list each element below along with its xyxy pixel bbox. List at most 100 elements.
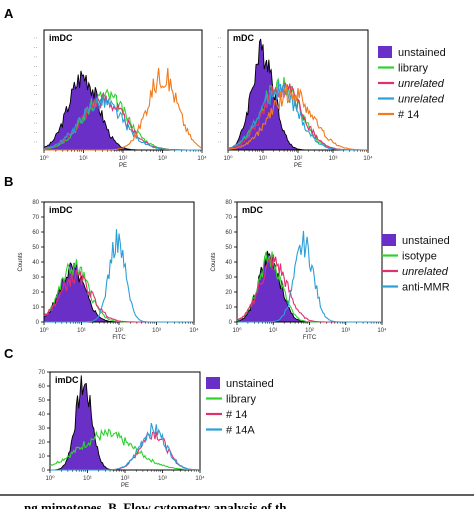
series-line--14-4 (228, 84, 368, 151)
y-tick-label: 30 (32, 275, 39, 281)
y-tick-label: 70 (32, 215, 39, 221)
legend-label: anti-MMR (402, 282, 450, 294)
y-tick-label: 10 (38, 454, 45, 460)
y-tick-label: 80 (225, 200, 232, 206)
x-tick-label: 10⁰ (223, 155, 233, 162)
y-axis-label: Counts (211, 252, 217, 271)
y-tick-label: 30 (38, 426, 45, 432)
histogram-b-imdc: 10⁰ 10¹ 10² 10³ 10⁴ FITC 0 10 20 30 40 50 60 70 80 Coun… (18, 200, 199, 341)
series-line-unrelated-3 (227, 82, 368, 151)
x-axis-label: PE (294, 163, 302, 169)
legend-c: unstained library # 14 # 14A (206, 377, 274, 437)
legend-swatch-box (382, 234, 396, 246)
x-tick-label: 10⁴ (197, 155, 207, 162)
legend-b: unstained isotype unrelated anti-MMR (382, 234, 450, 294)
x-tick-label: 10³ (329, 156, 338, 162)
series-line-library-1 (49, 428, 200, 471)
x-tick-label: 10² (119, 156, 128, 162)
y-tick-label: 10 (225, 305, 232, 311)
x-tick-label: 10³ (341, 328, 350, 334)
plot-title: mDC (233, 33, 255, 43)
series-line-unrelated-3 (43, 94, 202, 151)
y-tick-label: 50 (32, 245, 39, 251)
y-tick-label: 20 (38, 440, 45, 446)
y-tick-label: 50 (38, 398, 45, 404)
x-axis-label: FITC (112, 335, 126, 341)
legend-label: isotype (402, 251, 437, 263)
y-tick-label: 10 (32, 305, 39, 311)
legend-label: # 14 (398, 109, 419, 121)
legend-label: unrelated (398, 78, 445, 90)
x-tick-label: 10¹ (259, 156, 268, 162)
x-tick-label: 10¹ (269, 328, 278, 334)
series-area-unstained (50, 375, 200, 471)
legend-label: unstained (226, 378, 274, 390)
histogram-a-imdc: 10⁰ 10¹ 10² 10³ 10⁴ PE imDC (34, 29, 207, 169)
series-line-anti-mmr-3 (44, 229, 194, 323)
series-line--14-4 (44, 67, 203, 151)
panel-label-c: C (4, 346, 14, 361)
x-tick-label: 10¹ (83, 476, 92, 482)
x-tick-label: 10² (115, 328, 124, 334)
plot-title: mDC (242, 205, 264, 215)
y-tick-label: 40 (225, 260, 232, 266)
x-tick-label: 10¹ (77, 328, 86, 334)
legend-label: # 14A (226, 425, 255, 437)
legend-swatch-box (206, 377, 220, 389)
panel-label-a: A (4, 6, 14, 21)
y-tick-label: 50 (225, 245, 232, 251)
x-tick-label: 10⁴ (377, 327, 387, 334)
y-tick-label: 60 (225, 230, 232, 236)
y-tick-label: 40 (38, 412, 45, 418)
y-tick-label: 70 (225, 215, 232, 221)
panel-label-b: B (4, 174, 13, 189)
histogram-a-mdc: 10⁰ 10¹ 10² 10³ 10⁴ PE mDC (218, 29, 373, 169)
y-tick-label: 60 (38, 384, 45, 390)
legend-a: unstained library unrelated unrelated # 14 (378, 46, 446, 121)
histogram-b-mdc: 10⁰ 10¹ 10² 10³ 10⁴ FITC 0 10 20 30 40 50 60 70 80 Coun… (211, 200, 387, 341)
x-tick-label: 10⁰ (45, 475, 55, 482)
histogram-c-imdc: 10⁰ 10¹ 10² 10³ 10⁴ PE 0 10 20 30 40 50 60 70 imDC (38, 370, 205, 489)
y-tick-label: 60 (32, 230, 39, 236)
x-tick-label: 10⁴ (195, 475, 205, 482)
y-tick-label: 70 (38, 370, 45, 376)
x-tick-label: 10³ (158, 476, 167, 482)
x-tick-label: 10¹ (79, 156, 88, 162)
y-tick-label: 20 (32, 290, 39, 296)
y-tick-label: 20 (225, 290, 232, 296)
legend-label: library (226, 394, 256, 406)
x-tick-label: 10² (305, 328, 314, 334)
x-axis-label: PE (121, 483, 129, 489)
x-tick-label: 10² (121, 476, 130, 482)
y-tick-label: 0 (229, 320, 233, 326)
legend-swatch-box (378, 46, 392, 58)
series-line-anti-mmr-3 (237, 230, 382, 323)
legend-label: unrelated (398, 94, 445, 106)
y-tick-label: 0 (36, 320, 40, 326)
x-tick-label: 10⁴ (363, 155, 373, 162)
y-tick-label: 80 (32, 200, 39, 206)
y-tick-label: 40 (32, 260, 39, 266)
plot-title: imDC (49, 205, 73, 215)
x-axis-label: PE (119, 163, 127, 169)
x-tick-label: 10³ (158, 156, 167, 162)
y-tick-label: 30 (225, 275, 232, 281)
plot-title: imDC (49, 33, 73, 43)
legend-label: unstained (402, 235, 450, 247)
x-tick-label: 10⁰ (232, 327, 242, 334)
legend-label: unrelated (402, 266, 449, 278)
caption-text: ng mimotopes. B. Flow cytometry analysis… (24, 500, 287, 509)
x-tick-label: 10⁴ (189, 327, 199, 334)
y-axis-label: Counts (18, 252, 24, 271)
legend-label: library (398, 63, 428, 75)
legend-label: unstained (398, 47, 446, 59)
plot-title: imDC (55, 375, 79, 385)
x-tick-label: 10² (294, 156, 303, 162)
series-line--14a-3 (50, 422, 200, 471)
x-axis-label: FITC (303, 335, 317, 341)
x-tick-label: 10³ (152, 328, 161, 334)
y-tick-label: 0 (42, 468, 46, 474)
legend-label: # 14 (226, 409, 247, 421)
x-tick-label: 10⁰ (39, 155, 49, 162)
